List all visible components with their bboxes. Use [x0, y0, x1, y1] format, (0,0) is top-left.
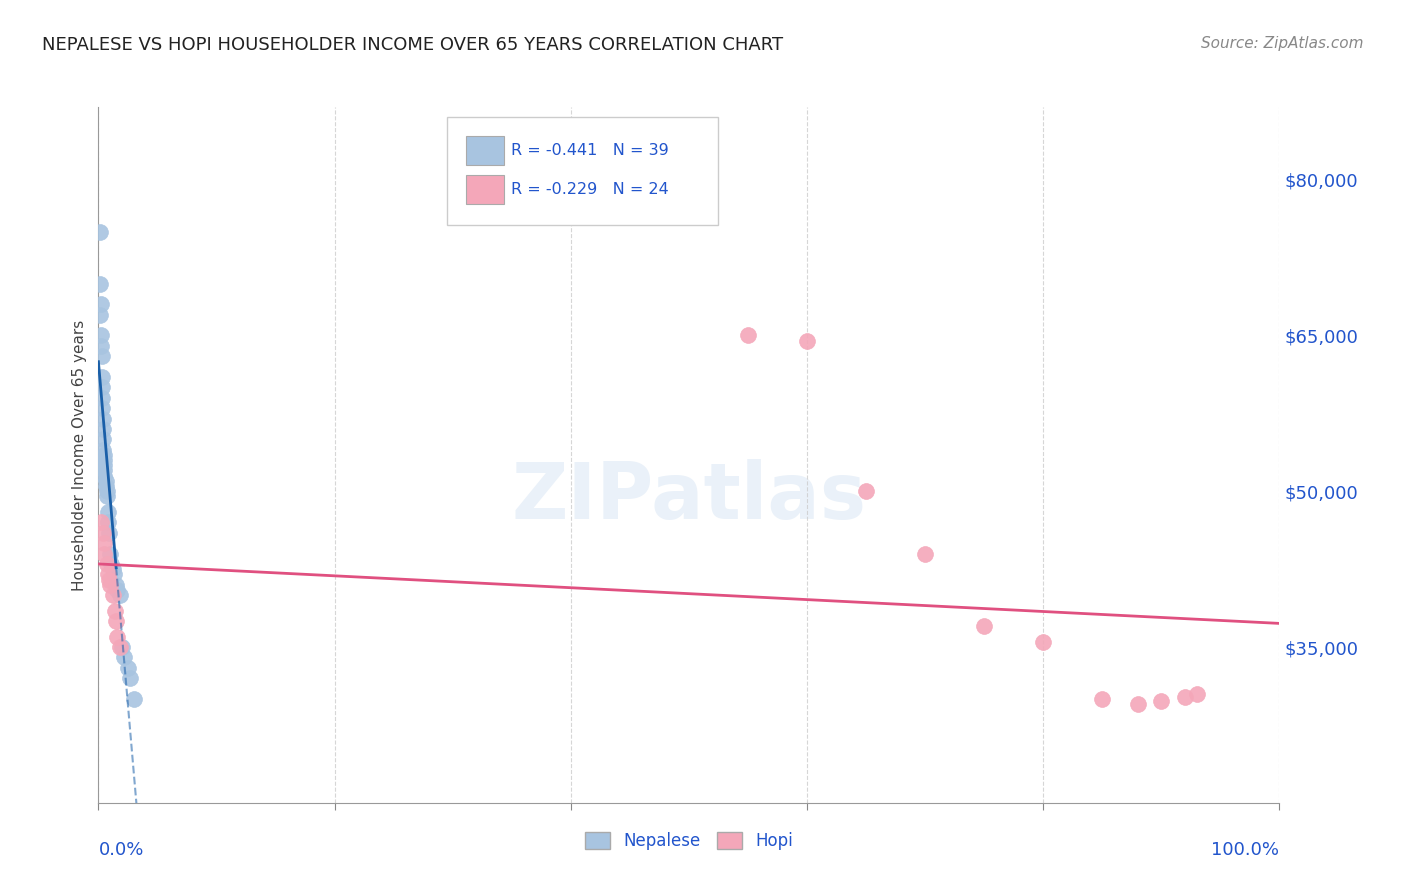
Point	[96, 484, 118, 499]
Point	[97, 505, 120, 519]
Text: Source: ZipAtlas.com: Source: ZipAtlas.com	[1201, 36, 1364, 51]
Point	[1185, 687, 1208, 701]
Point	[91, 370, 114, 384]
Point	[93, 468, 115, 483]
Point	[89, 277, 111, 291]
Point	[89, 225, 111, 239]
FancyBboxPatch shape	[465, 136, 503, 166]
Point	[105, 614, 128, 628]
Point	[105, 630, 128, 644]
Point	[96, 490, 118, 504]
Point	[94, 479, 117, 493]
Point	[98, 547, 121, 561]
Point	[90, 297, 112, 311]
Point	[100, 557, 122, 571]
Point	[101, 588, 124, 602]
Point	[93, 458, 115, 473]
Point	[105, 578, 128, 592]
Point	[96, 557, 118, 571]
Point	[914, 547, 936, 561]
Point	[91, 401, 114, 416]
Text: NEPALESE VS HOPI HOUSEHOLDER INCOME OVER 65 YEARS CORRELATION CHART: NEPALESE VS HOPI HOUSEHOLDER INCOME OVER…	[42, 36, 783, 54]
Point	[93, 536, 115, 550]
Point	[91, 433, 114, 447]
Point	[91, 380, 114, 394]
Point	[108, 588, 131, 602]
Point	[90, 516, 112, 530]
Point	[1126, 697, 1149, 711]
Point	[97, 516, 120, 530]
Point	[122, 692, 145, 706]
Point	[98, 525, 121, 540]
Y-axis label: Householder Income Over 65 years: Householder Income Over 65 years	[72, 319, 87, 591]
FancyBboxPatch shape	[447, 118, 718, 226]
Text: ZIPatlas: ZIPatlas	[512, 458, 866, 534]
Point	[97, 567, 120, 582]
Point	[98, 578, 121, 592]
Point	[108, 640, 131, 654]
Point	[93, 448, 115, 462]
Point	[93, 547, 115, 561]
Point	[98, 573, 121, 587]
Point	[111, 640, 134, 654]
Point	[94, 474, 117, 488]
Text: 0.0%: 0.0%	[98, 841, 143, 859]
Point	[855, 484, 877, 499]
Point	[104, 604, 127, 618]
Point	[91, 442, 114, 457]
Legend: Nepalese, Hopi: Nepalese, Hopi	[578, 826, 800, 857]
Point	[1091, 692, 1114, 706]
Point	[91, 411, 114, 425]
Point	[737, 328, 759, 343]
Text: 100.0%: 100.0%	[1212, 841, 1279, 859]
Point	[973, 619, 995, 633]
Point	[117, 661, 139, 675]
Point	[91, 422, 114, 436]
Point	[796, 334, 818, 348]
Point	[89, 308, 111, 322]
Point	[91, 391, 114, 405]
Point	[1150, 694, 1173, 708]
Point	[91, 525, 114, 540]
Point	[91, 349, 114, 363]
Point	[105, 582, 128, 597]
Point	[93, 453, 115, 467]
Point	[120, 671, 142, 685]
Point	[90, 328, 112, 343]
FancyBboxPatch shape	[465, 175, 503, 204]
Point	[1174, 690, 1197, 704]
Point	[103, 567, 125, 582]
Point	[1032, 635, 1054, 649]
Point	[101, 562, 124, 576]
Point	[90, 339, 112, 353]
Text: R = -0.441   N = 39: R = -0.441 N = 39	[510, 144, 668, 159]
Point	[93, 463, 115, 477]
Point	[112, 650, 135, 665]
Text: R = -0.229   N = 24: R = -0.229 N = 24	[510, 182, 668, 197]
